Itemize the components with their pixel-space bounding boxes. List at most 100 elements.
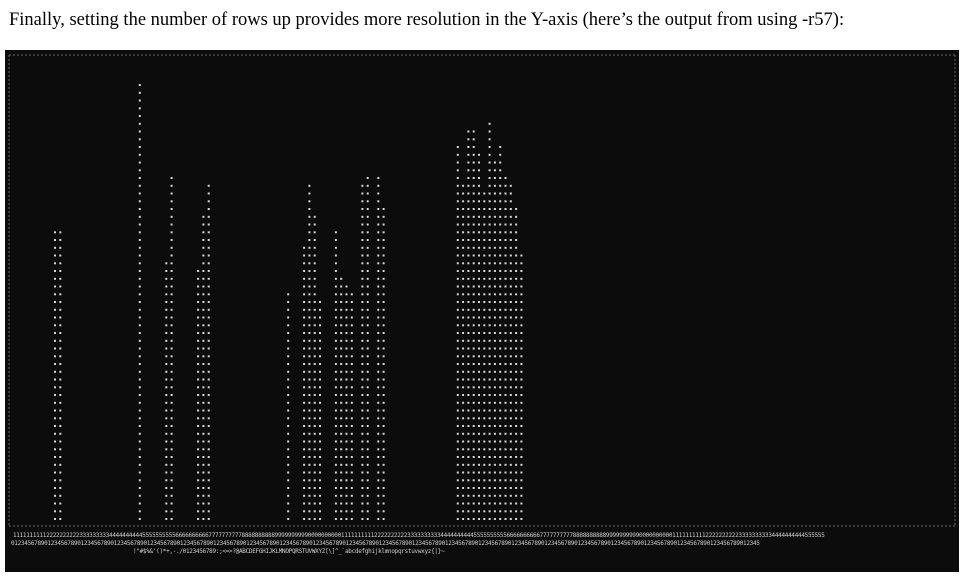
plot-point <box>520 432 523 435</box>
plot-point <box>499 316 502 319</box>
plot-point <box>488 448 491 451</box>
plot-point <box>515 231 518 234</box>
plot-point <box>462 409 465 412</box>
plot-point <box>313 262 316 265</box>
plot-point <box>319 386 321 389</box>
plot-point <box>197 324 200 327</box>
plot-point <box>366 324 369 327</box>
plot-point <box>377 347 380 350</box>
plot-point <box>456 285 459 288</box>
plot-point <box>138 215 141 218</box>
plot-point <box>493 293 496 296</box>
plot-point <box>170 200 173 203</box>
plot-point <box>138 223 141 226</box>
plot-point <box>509 254 512 257</box>
plot-point <box>493 308 496 311</box>
plot-point <box>350 417 353 420</box>
plot-point <box>509 394 512 396</box>
plot-point <box>207 471 210 474</box>
plot-point <box>197 270 200 272</box>
plot-point <box>313 370 316 373</box>
histogram-column <box>334 231 337 520</box>
plot-point <box>350 448 353 451</box>
plot-point <box>287 370 290 373</box>
plot-point <box>467 130 470 133</box>
plot-point <box>509 293 512 296</box>
plot-point <box>382 471 385 474</box>
plot-point <box>467 370 470 373</box>
plot-point <box>478 262 480 265</box>
plot-point <box>138 324 141 327</box>
plot-point <box>361 324 364 327</box>
plot-point <box>488 510 491 513</box>
plot-point <box>303 394 306 396</box>
plot-point <box>382 456 385 458</box>
plot-point <box>377 192 380 195</box>
plot-point <box>499 308 502 311</box>
caption-text: Finally, setting the number of rows up p… <box>9 10 845 30</box>
plot-point <box>207 440 210 443</box>
plot-point <box>472 355 475 358</box>
plot-point <box>520 347 523 350</box>
plot-point <box>520 339 523 342</box>
plot-point <box>287 440 290 443</box>
plot-point <box>493 262 496 265</box>
plot-point <box>366 440 369 443</box>
plot-point <box>197 378 200 381</box>
histogram-column <box>467 130 470 520</box>
plot-point <box>313 510 316 513</box>
plot-point <box>467 448 470 451</box>
plot-point <box>361 231 364 234</box>
plot-point <box>515 277 518 280</box>
plot-point <box>382 448 385 451</box>
plot-point <box>345 394 348 396</box>
plot-point <box>377 200 380 203</box>
plot-point <box>287 502 290 505</box>
plot-point <box>202 432 205 435</box>
plot-point <box>472 417 475 420</box>
plot-point <box>313 332 316 334</box>
plot-point <box>366 215 369 218</box>
plot-point <box>340 386 343 389</box>
plot-point <box>520 277 523 280</box>
plot-point <box>478 386 480 389</box>
plot-point <box>165 316 168 319</box>
plot-point <box>382 487 385 489</box>
plot-point <box>197 347 200 350</box>
plot-point <box>170 308 173 311</box>
plot-point <box>361 270 364 272</box>
plot-point <box>361 401 364 404</box>
plot-point <box>504 518 507 520</box>
plot-point <box>207 363 210 365</box>
plot-point <box>467 417 470 420</box>
plot-point <box>303 301 306 303</box>
plot-point <box>462 355 465 358</box>
plot-point <box>504 301 507 303</box>
plot-point <box>350 479 353 482</box>
plot-point <box>319 409 321 412</box>
plot-point <box>207 347 210 350</box>
plot-point <box>170 332 173 334</box>
plot-point <box>207 417 210 420</box>
plot-point <box>509 456 512 458</box>
histogram-column <box>483 192 486 520</box>
plot-point <box>303 510 306 513</box>
plot-point <box>59 456 62 458</box>
plot-point <box>493 254 496 257</box>
plot-point <box>493 417 496 420</box>
plot-point <box>472 409 475 412</box>
plot-point <box>340 339 343 342</box>
plot-point <box>488 122 491 125</box>
plot-point <box>366 448 369 451</box>
plot-point <box>509 386 512 389</box>
plot-point <box>202 355 205 358</box>
plot-point <box>361 347 364 350</box>
plot-point <box>207 223 210 226</box>
plot-point <box>202 409 205 412</box>
plot-point <box>499 394 502 396</box>
plot-point <box>456 425 459 427</box>
plot-point <box>361 479 364 482</box>
plot-point <box>483 363 486 365</box>
plot-point <box>165 378 168 381</box>
plot-point <box>456 153 459 156</box>
